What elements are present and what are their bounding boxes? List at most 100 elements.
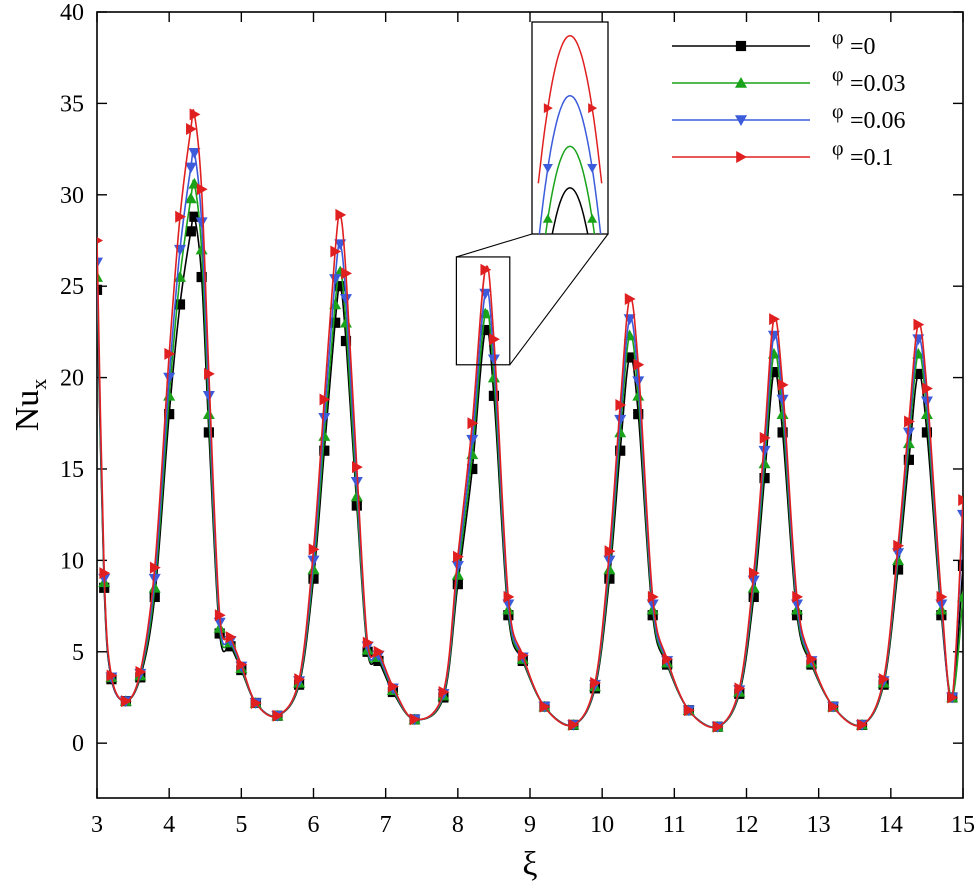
- data-point: [488, 390, 500, 401]
- legend-item: φ =0.03: [672, 64, 906, 97]
- inset-data-point: [543, 103, 553, 114]
- data-point: [188, 147, 201, 159]
- data-point: [466, 434, 479, 446]
- data-point: [452, 579, 463, 590]
- legend-item: φ =0: [672, 27, 876, 60]
- data-point: [97, 257, 103, 269]
- data-point: [164, 347, 176, 360]
- legend-label: =0.1: [850, 145, 894, 171]
- data-point: [806, 653, 818, 666]
- data-point: [335, 281, 346, 292]
- x-tick-label: 4: [163, 812, 175, 838]
- data-point: [892, 564, 904, 575]
- data-point: [330, 245, 342, 258]
- data-point: [202, 391, 215, 402]
- y-tick-label: 40: [60, 0, 84, 26]
- data-point: [438, 685, 450, 698]
- data-point: [329, 274, 342, 285]
- data-point: [451, 561, 464, 572]
- data-point: [236, 658, 248, 671]
- data-point: [173, 244, 186, 256]
- axis-ticks: 3 4 5 6 7 8 9 10 11 12 13 14 15 0 5 10 15 20 25 30 35 40: [60, 0, 975, 838]
- data-point: [767, 330, 780, 342]
- data-point: [467, 463, 478, 475]
- data-point: [904, 415, 915, 428]
- data-point: [947, 691, 959, 704]
- data-point: [683, 704, 695, 717]
- data-point: [632, 389, 645, 401]
- data-point: [318, 430, 331, 441]
- data-point: [776, 408, 789, 419]
- data-point: [184, 162, 197, 174]
- y-tick-label: 20: [60, 366, 84, 392]
- legend-marker: [735, 115, 747, 126]
- x-tick-label: 11: [663, 812, 686, 838]
- data-point: [958, 494, 963, 507]
- data-point: [163, 372, 176, 384]
- zoom-annotation: [455, 21, 609, 366]
- y-axis-title-subscript: x: [26, 379, 51, 390]
- data-point: [272, 709, 284, 722]
- data-point: [777, 378, 789, 391]
- y-tick-label: 0: [72, 731, 84, 757]
- data-point: [913, 318, 925, 331]
- y-tick-label: 15: [60, 457, 84, 483]
- data-point: [957, 590, 963, 602]
- x-tick-label: 6: [308, 812, 320, 838]
- data-point: [189, 108, 201, 121]
- data-point: [902, 437, 915, 449]
- data-point: [318, 412, 331, 424]
- data-point: [633, 358, 645, 371]
- data-point: [633, 409, 644, 420]
- x-tick-label: 5: [235, 812, 247, 838]
- data-point: [196, 183, 208, 196]
- data-point: [503, 590, 515, 603]
- inset-series-line: [538, 94, 602, 234]
- data-point: [777, 427, 788, 438]
- x-tick-label: 12: [735, 812, 759, 838]
- legend: φ =0 φ =0.03 φ =0.06 φ =0.1: [672, 27, 906, 171]
- data-point: [307, 555, 320, 567]
- data-point: [539, 700, 551, 713]
- data-point: [319, 393, 331, 406]
- data-point: [920, 408, 933, 419]
- data-point: [712, 720, 724, 733]
- data-point: [225, 631, 237, 644]
- data-point: [148, 573, 161, 585]
- data-point: [615, 399, 627, 411]
- data-point: [373, 645, 385, 658]
- y-tick-label: 10: [60, 548, 84, 574]
- data-point: [480, 263, 492, 276]
- zoom-inset-curves: [537, 35, 603, 234]
- series-0: [97, 211, 963, 732]
- data-point: [734, 682, 746, 695]
- inset-data-point: [587, 213, 598, 223]
- y-axis-title: Nux: [9, 379, 51, 432]
- x-tick-label: 15: [951, 812, 975, 838]
- data-point: [913, 368, 924, 380]
- x-tick-label: 9: [524, 812, 536, 838]
- data-point: [646, 599, 659, 611]
- data-point: [189, 211, 200, 222]
- inset-series-line: [537, 35, 603, 184]
- data-point: [330, 317, 341, 328]
- y-tick-label: 35: [60, 91, 84, 117]
- inset-data-point: [587, 164, 598, 174]
- data-point: [195, 243, 208, 255]
- data-point: [99, 567, 111, 580]
- data-point: [362, 636, 374, 649]
- data-point: [214, 609, 226, 622]
- data-point: [163, 389, 176, 401]
- x-tick-label: 3: [91, 812, 103, 838]
- data-point: [451, 568, 464, 580]
- data-point: [97, 284, 103, 295]
- data-point: [480, 324, 491, 336]
- data-point: [308, 543, 320, 556]
- inset-series-line: [544, 145, 596, 234]
- legend-item: φ =0.1: [672, 138, 894, 171]
- x-tick-label: 7: [380, 812, 392, 838]
- data-point: [920, 396, 933, 408]
- zoom-connector: [456, 233, 533, 258]
- data-point: [340, 335, 352, 347]
- data-point: [792, 590, 804, 603]
